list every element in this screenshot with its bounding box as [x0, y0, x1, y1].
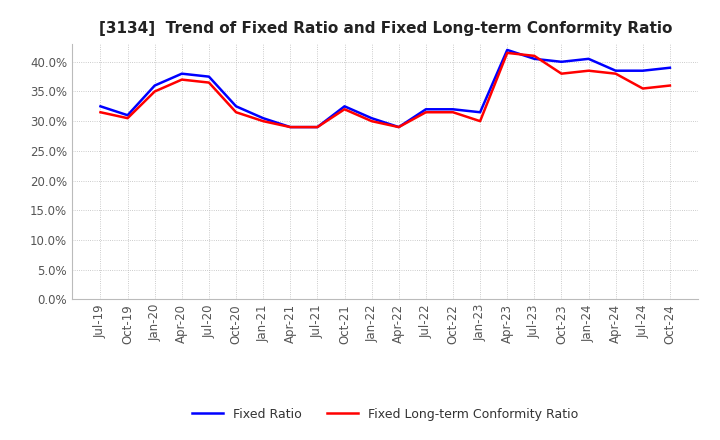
- Fixed Ratio: [449, 106, 457, 112]
- Fixed Ratio: [639, 68, 647, 73]
- Fixed Ratio: [341, 104, 349, 109]
- Fixed Long-term Conformity Ratio: [530, 53, 539, 59]
- Fixed Long-term Conformity Ratio: [503, 50, 511, 55]
- Fixed Ratio: [286, 125, 294, 130]
- Fixed Long-term Conformity Ratio: [557, 71, 566, 76]
- Fixed Ratio: [611, 68, 620, 73]
- Fixed Long-term Conformity Ratio: [584, 68, 593, 73]
- Fixed Ratio: [476, 110, 485, 115]
- Fixed Ratio: [178, 71, 186, 76]
- Fixed Ratio: [150, 83, 159, 88]
- Fixed Ratio: [584, 56, 593, 62]
- Fixed Long-term Conformity Ratio: [178, 77, 186, 82]
- Fixed Ratio: [204, 74, 213, 79]
- Fixed Ratio: [313, 125, 322, 130]
- Fixed Ratio: [259, 116, 268, 121]
- Fixed Ratio: [96, 104, 105, 109]
- Fixed Long-term Conformity Ratio: [611, 71, 620, 76]
- Fixed Long-term Conformity Ratio: [313, 125, 322, 130]
- Fixed Ratio: [367, 116, 376, 121]
- Fixed Ratio: [395, 125, 403, 130]
- Fixed Long-term Conformity Ratio: [259, 118, 268, 124]
- Fixed Long-term Conformity Ratio: [204, 80, 213, 85]
- Fixed Ratio: [421, 106, 430, 112]
- Fixed Long-term Conformity Ratio: [123, 116, 132, 121]
- Fixed Ratio: [530, 56, 539, 62]
- Fixed Long-term Conformity Ratio: [395, 125, 403, 130]
- Fixed Long-term Conformity Ratio: [341, 106, 349, 112]
- Fixed Long-term Conformity Ratio: [96, 110, 105, 115]
- Fixed Long-term Conformity Ratio: [232, 110, 240, 115]
- Fixed Ratio: [123, 113, 132, 118]
- Fixed Ratio: [503, 47, 511, 52]
- Fixed Ratio: [232, 104, 240, 109]
- Line: Fixed Ratio: Fixed Ratio: [101, 50, 670, 127]
- Fixed Long-term Conformity Ratio: [150, 89, 159, 94]
- Fixed Long-term Conformity Ratio: [286, 125, 294, 130]
- Fixed Ratio: [665, 65, 674, 70]
- Fixed Long-term Conformity Ratio: [639, 86, 647, 91]
- Title: [3134]  Trend of Fixed Ratio and Fixed Long-term Conformity Ratio: [3134] Trend of Fixed Ratio and Fixed Lo…: [99, 21, 672, 36]
- Fixed Long-term Conformity Ratio: [367, 118, 376, 124]
- Fixed Long-term Conformity Ratio: [449, 110, 457, 115]
- Fixed Ratio: [557, 59, 566, 64]
- Legend: Fixed Ratio, Fixed Long-term Conformity Ratio: Fixed Ratio, Fixed Long-term Conformity …: [187, 403, 583, 425]
- Line: Fixed Long-term Conformity Ratio: Fixed Long-term Conformity Ratio: [101, 53, 670, 127]
- Fixed Long-term Conformity Ratio: [421, 110, 430, 115]
- Fixed Long-term Conformity Ratio: [476, 118, 485, 124]
- Fixed Long-term Conformity Ratio: [665, 83, 674, 88]
